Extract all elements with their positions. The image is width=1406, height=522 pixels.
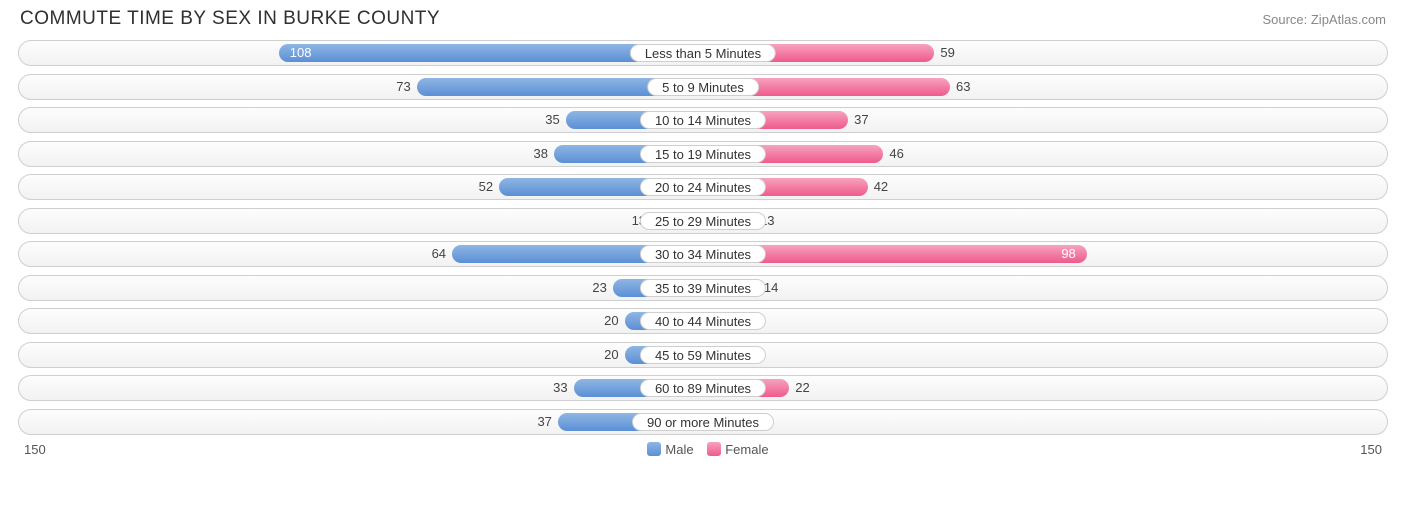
legend-swatch-female <box>707 442 721 456</box>
value-male: 37 <box>537 410 551 434</box>
value-male: 35 <box>545 108 559 132</box>
value-male: 20 <box>604 343 618 367</box>
category-label: 20 to 24 Minutes <box>640 178 766 196</box>
value-male: 20 <box>604 309 618 333</box>
category-label: 60 to 89 Minutes <box>640 379 766 397</box>
category-label: 40 to 44 Minutes <box>640 312 766 330</box>
legend-label-female: Female <box>725 442 768 457</box>
axis-max-left: 150 <box>24 442 46 457</box>
value-male: 23 <box>592 276 606 300</box>
category-label: 30 to 34 Minutes <box>640 245 766 263</box>
chart-row: 38 46 15 to 19 Minutes <box>18 141 1388 167</box>
chart-rows: 108 59 Less than 5 Minutes 73 63 5 to 9 Minut… <box>18 40 1388 435</box>
chart-row: 23 1435 to 39 Minutes <box>18 275 1388 301</box>
chart-row: 73 63 5 to 9 Minutes <box>18 74 1388 100</box>
chart-row: 33 22 60 to 89 Minutes <box>18 375 1388 401</box>
value-female: 59 <box>940 41 954 65</box>
category-label: 90 or more Minutes <box>632 413 774 431</box>
category-label: 45 to 59 Minutes <box>640 346 766 364</box>
value-female: 42 <box>874 175 888 199</box>
chart-row: 371290 or more Minutes <box>18 409 1388 435</box>
value-female: 98 <box>1061 242 1075 266</box>
chart-row: 108 59 Less than 5 Minutes <box>18 40 1388 66</box>
category-label: 10 to 14 Minutes <box>640 111 766 129</box>
axis-max-right: 150 <box>1360 442 1382 457</box>
legend-swatch-male <box>647 442 661 456</box>
chart-container: COMMUTE TIME BY SEX IN BURKE COUNTY Sour… <box>0 0 1406 522</box>
value-female: 63 <box>956 75 970 99</box>
category-label: 25 to 29 Minutes <box>640 212 766 230</box>
value-female: 14 <box>764 276 778 300</box>
value-male: 73 <box>396 75 410 99</box>
chart-row: 20545 to 59 Minutes <box>18 342 1388 368</box>
category-label: 35 to 39 Minutes <box>640 279 766 297</box>
chart-row: 131325 to 29 Minutes <box>18 208 1388 234</box>
chart-title: COMMUTE TIME BY SEX IN BURKE COUNTY <box>20 8 440 30</box>
legend-label-male: Male <box>665 442 693 457</box>
value-male: 38 <box>534 142 548 166</box>
category-label: 15 to 19 Minutes <box>640 145 766 163</box>
chart-row: 35 37 10 to 14 Minutes <box>18 107 1388 133</box>
legend: Male Female <box>46 442 1361 457</box>
value-male: 64 <box>432 242 446 266</box>
chart-row: 64 98 30 to 34 Minutes <box>18 241 1388 267</box>
value-female: 22 <box>795 376 809 400</box>
chart-row: 20940 to 44 Minutes <box>18 308 1388 334</box>
chart-row: 52 42 20 to 24 Minutes <box>18 174 1388 200</box>
value-female: 37 <box>854 108 868 132</box>
category-label: Less than 5 Minutes <box>630 44 776 62</box>
chart-source: Source: ZipAtlas.com <box>1262 12 1386 27</box>
value-male: 52 <box>479 175 493 199</box>
category-label: 5 to 9 Minutes <box>647 78 759 96</box>
chart-header: COMMUTE TIME BY SEX IN BURKE COUNTY Sour… <box>18 8 1388 30</box>
chart-footer: 150 Male Female 150 <box>18 442 1388 457</box>
value-male: 33 <box>553 376 567 400</box>
value-male: 108 <box>290 41 312 65</box>
value-female: 46 <box>889 142 903 166</box>
